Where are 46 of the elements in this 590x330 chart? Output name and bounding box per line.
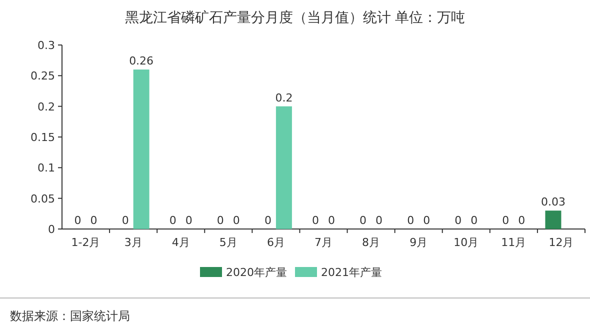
bar	[133, 70, 150, 229]
bar	[276, 106, 292, 229]
y-tick-label: 0.15	[30, 131, 55, 144]
data-label: 0	[360, 214, 367, 227]
data-label: 0	[518, 214, 526, 227]
data-label: 0	[454, 214, 462, 227]
data-label: 0.2	[275, 91, 293, 104]
data-label: 0	[90, 214, 98, 227]
legend-label: 2021年产量	[321, 266, 382, 279]
bar	[545, 210, 562, 229]
data-label: 0	[502, 214, 510, 227]
y-tick-label: 0	[48, 223, 55, 236]
data-label: 0	[264, 214, 272, 227]
y-tick-label: 0.25	[30, 70, 55, 83]
x-tick-label: 6月	[266, 236, 285, 249]
y-tick-label: 0.2	[38, 100, 55, 114]
data-label: 0	[312, 214, 319, 227]
x-tick-label: 10月	[454, 236, 479, 249]
x-tick-label: 8月	[362, 236, 380, 249]
y-tick-label: 0.1	[38, 162, 55, 175]
data-label: 0	[232, 214, 240, 227]
x-tick-label: 11月	[501, 236, 526, 249]
chart-title: 黑龙江省磷矿石产量分月度（当月值）统计 单位：万吨	[124, 10, 466, 26]
y-tick-label: 0.05	[30, 192, 55, 206]
data-label: 0	[423, 214, 430, 227]
data-label: 0	[169, 214, 176, 227]
source-note: 数据来源：国家统计局	[10, 309, 130, 323]
x-tick-label: 3月	[124, 236, 142, 249]
data-label: 0	[122, 214, 129, 227]
data-label: 0	[185, 214, 192, 227]
data-label: 0	[328, 214, 335, 227]
data-label: 0.03	[540, 196, 566, 209]
data-label: 0.26	[129, 54, 154, 68]
data-label: 0	[376, 214, 383, 227]
data-label: 0	[407, 214, 414, 227]
x-tick-label: 9月	[410, 236, 428, 249]
data-label: 0	[470, 214, 478, 227]
legend-label: 2020年产量	[226, 266, 287, 279]
x-tick-label: 1-2月	[71, 236, 100, 249]
x-tick-label: 5月	[219, 236, 238, 249]
y-tick-label: 0.3	[38, 39, 55, 52]
x-tick-label: 7月	[314, 236, 332, 249]
x-tick-label: 4月	[172, 236, 190, 249]
data-label: 0	[216, 214, 224, 227]
x-tick-label: 12月	[548, 236, 574, 249]
data-label: 0	[74, 214, 82, 227]
